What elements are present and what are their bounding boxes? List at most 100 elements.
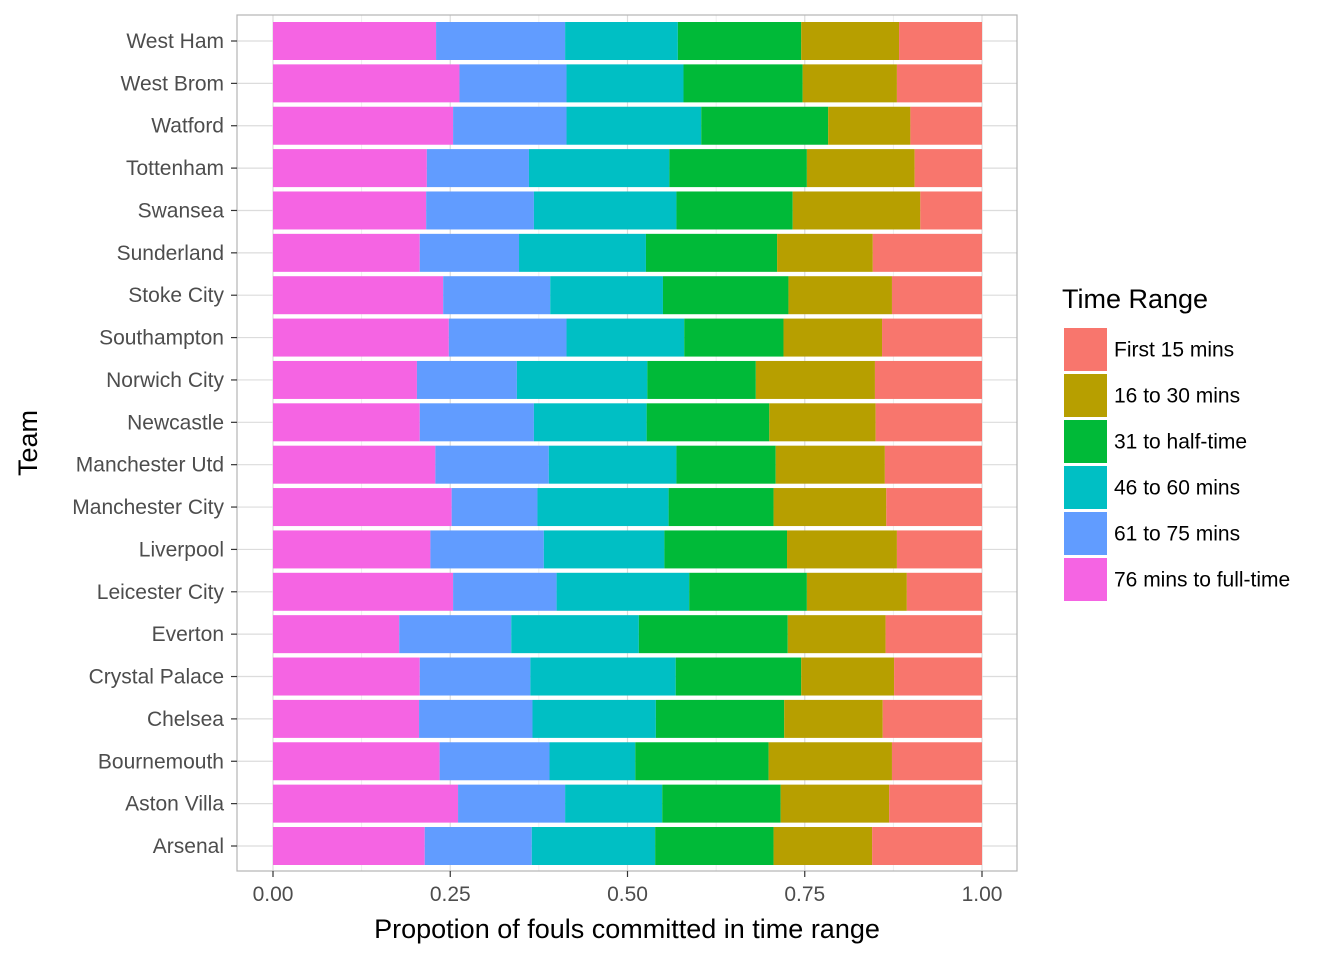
bar-everton-31-to-half-time xyxy=(638,615,788,654)
bar-sunderland-46-to-60-mins xyxy=(519,233,646,272)
legend-key-16-to-30-mins xyxy=(1064,374,1107,417)
y-tick-label: Arsenal xyxy=(153,835,224,858)
bar-crystal-palace-31-to-half-time xyxy=(675,657,802,696)
bar-leicester-city-61-to-75-mins xyxy=(453,572,557,611)
y-tick-label: Manchester City xyxy=(72,496,224,519)
bar-norwich-city-16-to-30-mins xyxy=(755,360,875,399)
x-axis-title: Propotion of fouls committed in time ran… xyxy=(374,914,880,944)
bar-stoke-city-61-to-75-mins xyxy=(443,276,551,315)
y-tick-label: Chelsea xyxy=(147,708,224,731)
legend-key-46-to-60-mins xyxy=(1064,466,1107,509)
y-tick-label: Leicester City xyxy=(97,581,225,604)
bar-tottenham-31-to-half-time xyxy=(669,149,807,188)
x-tick-label: 0.75 xyxy=(784,883,825,906)
bar-sunderland-61-to-75-mins xyxy=(419,233,520,272)
bar-newcastle-76-mins-to-full-time xyxy=(273,403,420,442)
bar-west-ham-61-to-75-mins xyxy=(436,22,566,60)
bar-tottenham-first-15-mins xyxy=(914,149,982,188)
bars xyxy=(273,22,982,865)
bar-manchester-city-31-to-half-time xyxy=(668,488,774,527)
x-tick-label: 0.50 xyxy=(607,883,648,906)
bar-swansea-16-to-30-mins xyxy=(792,191,921,230)
bar-norwich-city-76-mins-to-full-time xyxy=(273,360,417,399)
bar-swansea-76-mins-to-full-time xyxy=(273,191,427,230)
bar-sunderland-31-to-half-time xyxy=(645,233,778,272)
bar-aston-villa-76-mins-to-full-time xyxy=(273,784,459,823)
bar-manchester-city-76-mins-to-full-time xyxy=(273,488,452,527)
y-tick-label: Liverpool xyxy=(139,538,224,561)
y-tick-label: Southampton xyxy=(99,327,224,350)
x-tick-label: 0.00 xyxy=(253,883,294,906)
bar-liverpool-31-to-half-time xyxy=(664,530,788,569)
bar-manchester-city-61-to-75-mins xyxy=(451,488,538,527)
bar-west-brom-76-mins-to-full-time xyxy=(273,64,460,103)
bar-chelsea-first-15-mins xyxy=(882,699,982,738)
bar-chelsea-16-to-30-mins xyxy=(784,699,883,738)
legend: Time Range First 15 mins 16 to 30 mins 31 … xyxy=(1062,284,1290,601)
bar-liverpool-first-15-mins xyxy=(896,530,982,569)
legend-label-first-15-mins: First 15 mins xyxy=(1114,339,1234,362)
bar-watford-61-to-75-mins xyxy=(453,106,567,145)
bar-swansea-31-to-half-time xyxy=(676,191,793,230)
y-tick-label: West Brom xyxy=(121,72,224,95)
y-tick-label: Sunderland xyxy=(117,242,224,265)
bar-bournemouth-first-15-mins xyxy=(891,742,982,781)
bar-leicester-city-76-mins-to-full-time xyxy=(273,572,454,611)
bar-bournemouth-61-to-75-mins xyxy=(439,742,550,781)
bar-tottenham-16-to-30-mins xyxy=(806,149,915,188)
bar-manchester-utd-first-15-mins xyxy=(884,445,982,484)
bar-swansea-46-to-60-mins xyxy=(533,191,677,230)
bar-sunderland-76-mins-to-full-time xyxy=(273,233,420,272)
bar-norwich-city-first-15-mins xyxy=(874,360,982,399)
bar-everton-16-to-30-mins xyxy=(787,615,886,654)
y-tick-label: Watford xyxy=(151,115,224,138)
bar-chelsea-76-mins-to-full-time xyxy=(273,699,420,738)
bar-manchester-city-16-to-30-mins xyxy=(773,488,887,527)
bar-stoke-city-16-to-30-mins xyxy=(788,276,892,315)
bar-west-brom-61-to-75-mins xyxy=(459,64,567,103)
bar-manchester-utd-16-to-30-mins xyxy=(775,445,885,484)
y-tick-label: Tottenham xyxy=(126,157,224,180)
bar-manchester-utd-31-to-half-time xyxy=(676,445,776,484)
legend-label-16-to-30-mins: 16 to 30 mins xyxy=(1114,385,1240,408)
bar-swansea-first-15-mins xyxy=(920,191,982,230)
y-tick-label: Newcastle xyxy=(127,411,224,434)
bar-newcastle-first-15-mins xyxy=(875,403,982,442)
bar-arsenal-31-to-half-time xyxy=(655,827,774,865)
bar-everton-61-to-75-mins xyxy=(399,615,512,654)
bar-bournemouth-16-to-30-mins xyxy=(768,742,892,781)
y-tick-label: Everton xyxy=(152,623,224,646)
bar-liverpool-46-to-60-mins xyxy=(543,530,665,569)
bar-west-ham-16-to-30-mins xyxy=(801,22,900,60)
bar-newcastle-61-to-75-mins xyxy=(419,403,534,442)
bar-stoke-city-76-mins-to-full-time xyxy=(273,276,444,315)
bar-leicester-city-first-15-mins xyxy=(906,572,982,611)
bar-norwich-city-61-to-75-mins xyxy=(416,360,517,399)
bar-aston-villa-61-to-75-mins xyxy=(458,784,566,823)
bar-everton-first-15-mins xyxy=(885,615,982,654)
legend-label-76-mins-to-full-time: 76 mins to full-time xyxy=(1114,569,1290,592)
bar-stoke-city-46-to-60-mins xyxy=(550,276,663,315)
bar-watford-first-15-mins xyxy=(910,106,982,145)
bar-arsenal-61-to-75-mins xyxy=(424,827,532,865)
bar-arsenal-16-to-30-mins xyxy=(773,827,873,865)
y-tick-label: Swansea xyxy=(138,199,225,222)
bar-west-brom-31-to-half-time xyxy=(683,64,803,103)
bar-west-brom-first-15-mins xyxy=(896,64,982,103)
legend-key-31-to-half-time xyxy=(1064,420,1107,463)
bar-arsenal-first-15-mins xyxy=(872,827,982,865)
bar-newcastle-46-to-60-mins xyxy=(533,403,647,442)
bar-crystal-palace-46-to-60-mins xyxy=(530,657,676,696)
bar-watford-46-to-60-mins xyxy=(566,106,702,145)
bar-norwich-city-31-to-half-time xyxy=(647,360,756,399)
x-tick-labels: 0.00 0.25 0.50 0.75 1.00 xyxy=(253,871,1002,906)
y-axis-title: Team xyxy=(13,410,43,476)
bar-southampton-46-to-60-mins xyxy=(566,318,685,357)
bar-west-brom-46-to-60-mins xyxy=(566,64,684,103)
bar-bournemouth-76-mins-to-full-time xyxy=(273,742,440,781)
bar-swansea-61-to-75-mins xyxy=(426,191,534,230)
bar-liverpool-16-to-30-mins xyxy=(787,530,897,569)
bar-tottenham-76-mins-to-full-time xyxy=(273,149,427,188)
bar-bournemouth-31-to-half-time xyxy=(635,742,769,781)
